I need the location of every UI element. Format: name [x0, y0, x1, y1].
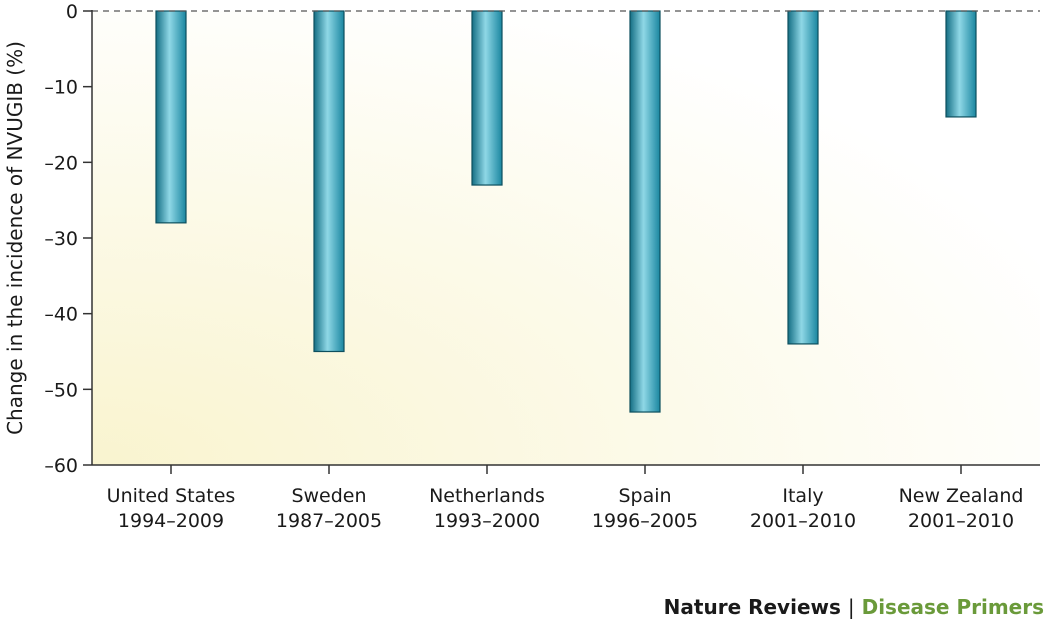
x-category-period: 2001–2010 [750, 510, 856, 532]
y-tick-label: –50 [44, 379, 78, 401]
x-ticks-group: United States 1994–2009 Sweden 1987–2005 Net… [107, 465, 1024, 532]
y-axis-title: Change in the incidence of NVUGIB (%) [3, 41, 27, 435]
publisher-credit: Nature Reviews | Disease Primers [664, 595, 1044, 619]
x-category-period: 2001–2010 [908, 510, 1014, 532]
y-tick-label: –30 [44, 228, 78, 250]
bar-new-zealand [945, 10, 977, 118]
y-tick-label: –60 [44, 455, 78, 477]
x-category-label: United States [107, 485, 236, 507]
x-category-label: New Zealand [899, 485, 1024, 507]
bar-spain [629, 10, 661, 413]
y-ticks-group: 0 –10 –20 –30 –40 –50 –60 [44, 1, 92, 477]
x-category-period: 1996–2005 [592, 510, 698, 532]
x-category-label: Sweden [291, 485, 366, 507]
credit-journal: Nature Reviews [663, 595, 841, 619]
bars-group [155, 10, 977, 413]
x-category-label: Netherlands [429, 485, 545, 507]
x-category-period: 1994–2009 [118, 510, 224, 532]
x-category-label: Italy [782, 485, 823, 507]
bar-united-states [155, 10, 187, 224]
x-category-period: 1993–2000 [434, 510, 540, 532]
plot-background [92, 11, 1040, 465]
x-category-label: Spain [618, 485, 671, 507]
y-tick-label: –20 [44, 152, 78, 174]
bar-sweden [313, 10, 345, 353]
y-tick-label: 0 [66, 1, 78, 23]
bar-netherlands [471, 10, 503, 186]
bar-italy [787, 10, 819, 345]
x-category-period: 1987–2005 [276, 510, 382, 532]
y-tick-label: –10 [44, 77, 78, 99]
credit-series: Disease Primers [861, 595, 1044, 619]
credit-separator: | [847, 595, 855, 619]
y-tick-label: –40 [44, 304, 78, 326]
